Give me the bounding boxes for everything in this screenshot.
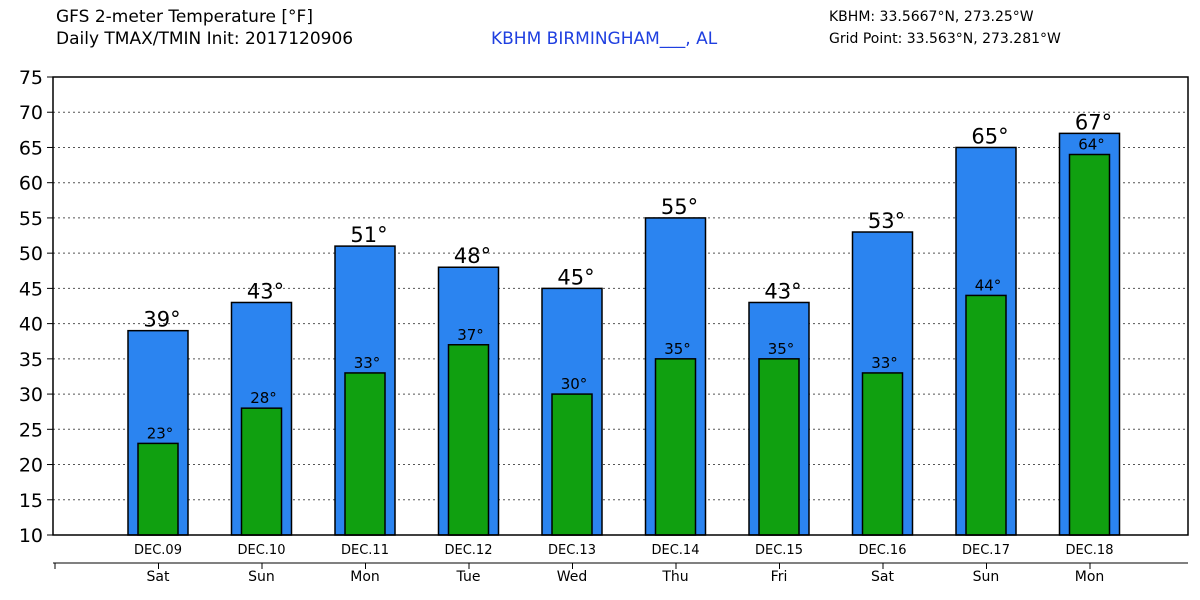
tmin-label: 28°	[250, 389, 277, 407]
x-tick-label: DEC.11	[341, 543, 389, 558]
grid-point-coordinates: Grid Point: 33.563°N, 273.281°W	[829, 31, 1061, 47]
tmin-label: 37°	[457, 326, 484, 344]
y-tick-label: 70	[19, 102, 43, 124]
tmin-label: 33°	[354, 354, 381, 372]
y-tick-label: 50	[19, 243, 43, 265]
x-tick-label: DEC.16	[859, 543, 907, 558]
x-tick-label: DEC.18	[1066, 543, 1114, 558]
x-tick-label: DEC.17	[962, 543, 1010, 558]
tmax-label: 51°	[350, 223, 387, 247]
tmin-bar	[344, 372, 386, 536]
x-tick-label: DEC.10	[238, 543, 286, 558]
x-tick-label: DEC.15	[755, 543, 803, 558]
y-tick-label: 30	[19, 384, 43, 406]
weekday-label: Mon	[350, 569, 380, 585]
tmin-bar	[447, 344, 490, 536]
weekday-label: Sat	[147, 569, 170, 585]
y-tick-label: 60	[19, 173, 43, 195]
tmin-bar	[1068, 153, 1111, 536]
weekday-label: Tue	[456, 569, 481, 585]
tmax-label: 43°	[247, 279, 284, 303]
tmax-label: 48°	[454, 244, 491, 268]
chart-subtitle: Daily TMAX/TMIN Init: 2017120906	[56, 29, 354, 49]
x-tick-label: DEC.09	[134, 543, 182, 558]
y-tick-label: 20	[19, 455, 43, 477]
tmin-label: 33°	[871, 354, 898, 372]
tmin-bar	[861, 372, 904, 536]
y-tick-label: 10	[19, 525, 43, 547]
tmax-label: 67°	[1075, 110, 1112, 134]
station-coordinates: KBHM: 33.5667°N, 273.25°W	[829, 9, 1034, 25]
tmin-bar	[551, 393, 593, 536]
tmin-label: 35°	[768, 340, 795, 358]
x-tick-label: DEC.14	[652, 543, 700, 558]
x-tick-label: DEC.12	[445, 543, 493, 558]
tmax-label: 53°	[868, 209, 905, 233]
y-tick-label: 25	[19, 419, 43, 441]
tmax-label: 45°	[557, 265, 594, 289]
tmax-label: 65°	[971, 124, 1008, 148]
tmin-label: 64°	[1078, 136, 1105, 154]
weekday-label: Thu	[661, 569, 688, 585]
weekday-label: Wed	[557, 569, 588, 585]
tmin-label: 44°	[975, 276, 1002, 294]
y-tick-label: 55	[19, 208, 43, 230]
weekday-label: Fri	[771, 569, 788, 585]
y-tick-label: 40	[19, 314, 43, 336]
chart-title: GFS 2-meter Temperature [°F]	[56, 7, 313, 27]
x-tick-label: DEC.13	[548, 543, 596, 558]
tmin-bar	[240, 407, 283, 536]
y-tick-label: 15	[19, 490, 43, 512]
weekday-label: Sat	[871, 569, 894, 585]
weekday-label: Sun	[973, 569, 1000, 585]
y-tick-label: 75	[19, 67, 43, 89]
plot-frame	[52, 76, 1189, 536]
tmin-bar	[137, 442, 179, 536]
tmin-bar	[965, 294, 1007, 536]
y-tick-label: 45	[19, 278, 43, 300]
weekday-label: Mon	[1075, 569, 1105, 585]
y-tick-label: 35	[19, 349, 43, 371]
tmin-bar	[758, 358, 800, 536]
weekday-label: Sun	[248, 569, 275, 585]
tmin-label: 30°	[561, 375, 588, 393]
tmax-label: 55°	[661, 195, 698, 219]
tmax-label: 39°	[143, 308, 180, 332]
tmin-bar	[654, 358, 697, 536]
tmax-label: 43°	[764, 279, 801, 303]
tmin-label: 23°	[147, 424, 174, 442]
tmin-label: 35°	[664, 340, 691, 358]
y-tick-label: 65	[19, 137, 43, 159]
station-name: KBHM BIRMINGHAM___, AL	[491, 29, 718, 49]
